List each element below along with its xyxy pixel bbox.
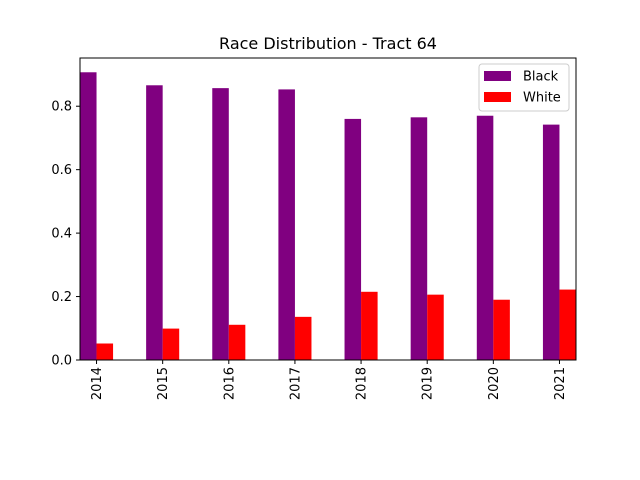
x-tick-label: 2018 bbox=[355, 367, 370, 400]
bar-black-2015 bbox=[146, 85, 163, 361]
y-tick-label: 0.6 bbox=[51, 163, 72, 178]
y-tick-label: 0.4 bbox=[51, 227, 72, 242]
bar-white-2014 bbox=[96, 343, 114, 360]
bar-white-2020 bbox=[493, 299, 510, 360]
bar-white-2017 bbox=[294, 316, 312, 360]
legend-swatch-white bbox=[484, 92, 511, 102]
y-tick-label: 0.8 bbox=[51, 100, 72, 115]
bar-white-2016 bbox=[228, 324, 246, 360]
y-tick-label: 0.2 bbox=[51, 290, 72, 305]
legend-swatch-black bbox=[484, 71, 511, 81]
bar-black-2021 bbox=[542, 124, 560, 360]
y-axis: 0.0 0.2 0.4 0.6 0.8 bbox=[51, 100, 80, 369]
bar-white-2019 bbox=[427, 294, 444, 360]
legend-label-black: Black bbox=[523, 70, 559, 85]
bar-white-2018 bbox=[361, 291, 378, 360]
axes-frame bbox=[79, 57, 577, 361]
bars-group bbox=[80, 72, 576, 361]
bar-black-2014 bbox=[80, 72, 97, 360]
x-tick-label: 2020 bbox=[487, 367, 502, 400]
bar-black-2020 bbox=[476, 115, 494, 360]
chart-title: Race Distribution - Tract 64 bbox=[219, 34, 437, 53]
x-tick-label: 2015 bbox=[156, 367, 171, 400]
bar-white-2015 bbox=[162, 328, 180, 360]
x-axis: 2014 2015 2016 2017 2018 2019 2020 2021 bbox=[90, 360, 568, 400]
x-tick-label: 2016 bbox=[222, 367, 237, 400]
x-tick-label: 2021 bbox=[553, 367, 568, 400]
bar-white-2021 bbox=[559, 289, 576, 360]
bar-black-2016 bbox=[212, 88, 229, 361]
x-tick-label: 2017 bbox=[288, 367, 303, 400]
bar-black-2018 bbox=[344, 118, 362, 360]
x-tick-label: 2019 bbox=[421, 367, 436, 400]
bar-black-2019 bbox=[410, 117, 428, 360]
legend-label-white: White bbox=[523, 91, 561, 106]
x-tick-label: 2014 bbox=[90, 367, 105, 400]
bar-black-2017 bbox=[278, 89, 295, 361]
legend: Black White bbox=[478, 63, 570, 112]
y-tick-label: 0.0 bbox=[51, 354, 72, 369]
